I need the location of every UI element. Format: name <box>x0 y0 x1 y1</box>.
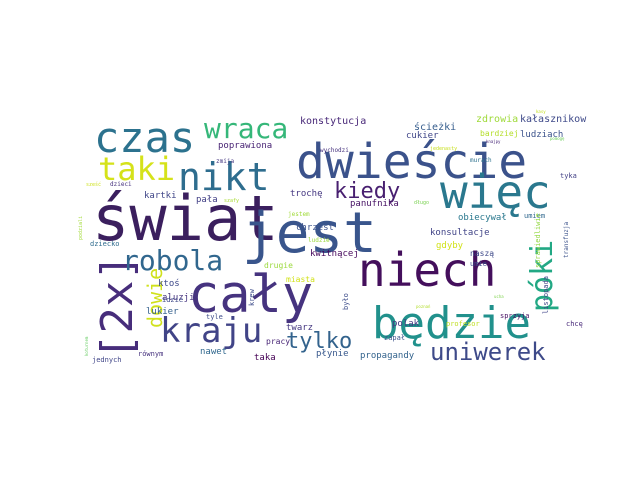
cloud-word: dowie <box>143 268 167 328</box>
cloud-word: nikt <box>178 155 270 199</box>
cloud-word: zmija <box>216 158 234 165</box>
cloud-word: kałasznikow <box>520 114 587 125</box>
cloud-word: ludzie <box>308 237 330 244</box>
cloud-word: sprzyja <box>500 312 530 320</box>
cloud-word: robola <box>122 244 223 277</box>
cloud-word: koturnem <box>84 336 89 356</box>
cloud-word: kraju <box>160 311 262 351</box>
cloud-word: transfuzja <box>563 221 570 258</box>
cloud-word: kasy <box>536 109 546 114</box>
cloud-word: obiecywał <box>458 213 507 223</box>
cloud-word: bardziej <box>480 129 519 138</box>
cloud-word: sześć <box>86 181 101 188</box>
cloud-word: pracy <box>266 337 290 346</box>
cloud-word: profesor <box>446 320 480 328</box>
cloud-word: tyka <box>560 172 577 180</box>
cloud-word: jest <box>242 201 377 266</box>
cloud-word: umie <box>470 260 487 268</box>
cloud-word: polak <box>392 319 420 329</box>
cloud-word: ktoś <box>158 278 180 289</box>
cloud-word: płynie <box>316 349 349 359</box>
cloud-word: jedenasty <box>430 146 457 152</box>
cloud-word: gdyby <box>436 241 464 251</box>
cloud-word: dziecko <box>90 240 120 248</box>
cloud-word: kartki <box>144 191 177 201</box>
cloud-word: tylko <box>286 329 352 354</box>
cloud-word: zapał <box>384 334 405 342</box>
cloud-word: uniwerek <box>430 338 546 366</box>
cloud-word: pomogę <box>550 136 565 141</box>
cloud-word: podziali <box>78 216 84 240</box>
cloud-word: taki <box>98 150 175 188</box>
cloud-word: panufnika <box>350 199 399 209</box>
cloud-word: sprawiedliwie <box>534 213 542 268</box>
cloud-word: dzieci <box>110 181 132 188</box>
cloud-word: kwitnącej <box>310 249 359 259</box>
cloud-word: czas <box>94 113 195 162</box>
cloud-word: było <box>342 293 350 310</box>
cloud-word: jestem <box>288 211 310 218</box>
cloud-word: szafy <box>224 198 239 204</box>
cloud-word: murach <box>470 157 492 164</box>
cloud-word: poprawiona <box>218 141 272 151</box>
cloud-word: ścieżki <box>414 121 456 133</box>
cloud-word: twarz <box>286 323 313 333</box>
cloud-word: tyle <box>206 313 223 321</box>
cloud-word: naszą <box>470 249 494 258</box>
cloud-word: świat <box>92 182 279 255</box>
cloud-word: wychodzi <box>320 147 349 154</box>
cloud-word: knajpy <box>486 139 501 144</box>
cloud-word: chrzest <box>296 223 334 233</box>
cloud-word: równym <box>138 350 163 358</box>
cloud-word: długo <box>414 200 429 206</box>
cloud-word: trochę <box>290 189 323 199</box>
cloud-background <box>80 112 590 368</box>
cloud-word: będzie <box>372 298 531 349</box>
cloud-word: miasta <box>286 275 315 284</box>
cloud-word: nawet <box>200 347 227 357</box>
cloud-word: cukier <box>406 131 439 141</box>
cloud-word: aluzji <box>162 293 195 303</box>
cloud-word: cały <box>188 265 313 325</box>
cloud-word: kiedy <box>334 179 400 204</box>
cloud-word: taka <box>254 353 276 363</box>
cloud-word: konstytucja <box>300 116 366 127</box>
cloud-word: listopada <box>542 276 550 314</box>
cloud-word: lukier <box>146 307 179 317</box>
cloud-word: chcę <box>566 320 583 328</box>
cloud-word: póki <box>525 240 560 312</box>
cloud-word: dwieście <box>296 134 527 190</box>
cloud-word: umiem <box>524 212 545 220</box>
cloud-word: ludziach <box>520 130 563 140</box>
cloud-word: wraca <box>204 112 288 145</box>
cloud-word: konsultacje <box>430 228 490 238</box>
cloud-word: niech <box>358 243 496 297</box>
cloud-word: drugie <box>264 261 293 270</box>
cloud-word: [2x] <box>92 254 143 360</box>
cloud-word: krew <box>248 288 256 306</box>
cloud-word: zdrowia <box>476 114 518 125</box>
cloud-word: propagandy <box>360 351 415 361</box>
cloud-word: ucha <box>494 294 504 299</box>
cloud-word: idzie <box>162 296 183 304</box>
cloud-word: pała <box>196 195 218 205</box>
cloud-word: poznań <box>416 304 431 309</box>
cloud-word: więc <box>440 165 551 219</box>
cloud-word: jednych <box>92 356 122 364</box>
